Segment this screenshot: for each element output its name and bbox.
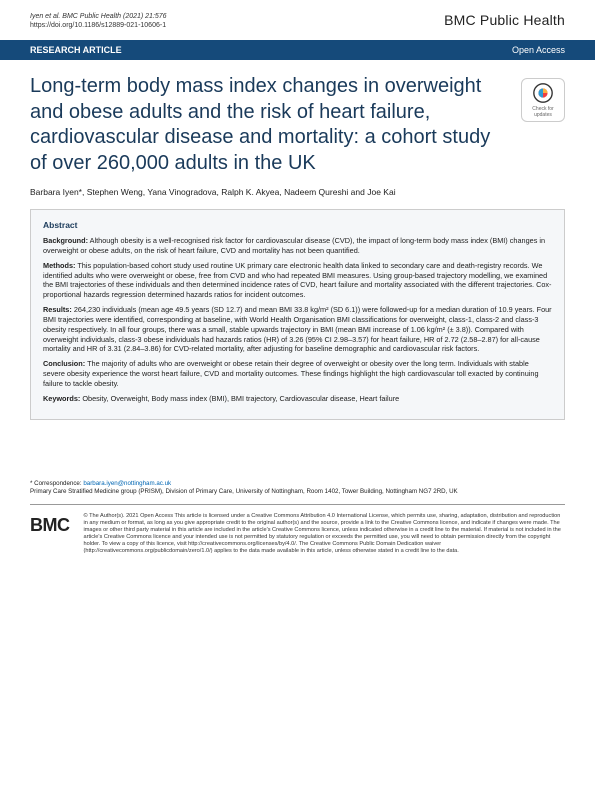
correspondence-address: Primary Care Stratified Medicine group (… bbox=[30, 488, 458, 495]
license-row: BMC © The Author(s). 2021 Open Access Th… bbox=[30, 504, 565, 555]
correspondence-email[interactable]: barbara.iyen@nottingham.ac.uk bbox=[83, 480, 171, 487]
crossmark-label-2: updates bbox=[534, 112, 552, 118]
keywords-label: Keywords: bbox=[43, 394, 80, 403]
results-text: 264,230 individuals (mean age 49.5 years… bbox=[43, 305, 552, 353]
background-label: Background: bbox=[43, 236, 88, 245]
conclusion-text: The majority of adults who are overweigh… bbox=[43, 359, 539, 388]
citation-doi: https://doi.org/10.1186/s12889-021-10606… bbox=[30, 21, 167, 30]
conclusion-label: Conclusion: bbox=[43, 359, 85, 368]
keywords-text: Obesity, Overweight, Body mass index (BM… bbox=[80, 394, 399, 403]
bmc-logo: BMC bbox=[30, 515, 70, 536]
citation-line-1: Iyen et al. BMC Public Health (2021) 21:… bbox=[30, 12, 167, 21]
abstract-box: Abstract Background: Although obesity is… bbox=[30, 209, 565, 420]
author-list: Barbara Iyen*, Stephen Weng, Yana Vinogr… bbox=[0, 177, 595, 209]
correspondence-prefix: * Correspondence: bbox=[30, 480, 83, 487]
methods-text: This population-based cohort study used … bbox=[43, 261, 551, 300]
abstract-background: Background: Although obesity is a well-r… bbox=[43, 236, 552, 256]
title-row: Long-term body mass index changes in ove… bbox=[0, 60, 595, 176]
background-text: Although obesity is a well-recognised ri… bbox=[43, 236, 545, 255]
abstract-conclusion: Conclusion: The majority of adults who a… bbox=[43, 359, 552, 389]
methods-label: Methods: bbox=[43, 261, 75, 270]
license-text: © The Author(s). 2021 Open Access This a… bbox=[84, 513, 566, 555]
journal-name: BMC Public Health bbox=[444, 12, 565, 28]
abstract-heading: Abstract bbox=[43, 220, 552, 231]
header-top: Iyen et al. BMC Public Health (2021) 21:… bbox=[0, 0, 595, 34]
footer: * Correspondence: barbara.iyen@nottingha… bbox=[0, 480, 595, 569]
abstract-results: Results: 264,230 individuals (mean age 4… bbox=[43, 305, 552, 354]
article-title: Long-term body mass index changes in ove… bbox=[30, 74, 521, 176]
header-citation: Iyen et al. BMC Public Health (2021) 21:… bbox=[30, 12, 167, 30]
abstract-keywords: Keywords: Obesity, Overweight, Body mass… bbox=[43, 394, 552, 404]
crossmark-badge[interactable]: Check for updates bbox=[521, 78, 565, 122]
crossmark-icon bbox=[532, 82, 554, 104]
category-bar: RESEARCH ARTICLE Open Access bbox=[0, 40, 595, 60]
abstract-methods: Methods: This population-based cohort st… bbox=[43, 261, 552, 300]
page: Iyen et al. BMC Public Health (2021) 21:… bbox=[0, 0, 595, 569]
article-type: RESEARCH ARTICLE bbox=[30, 45, 122, 55]
correspondence: * Correspondence: barbara.iyen@nottingha… bbox=[30, 480, 565, 496]
open-access-label: Open Access bbox=[512, 45, 565, 55]
results-label: Results: bbox=[43, 305, 72, 314]
